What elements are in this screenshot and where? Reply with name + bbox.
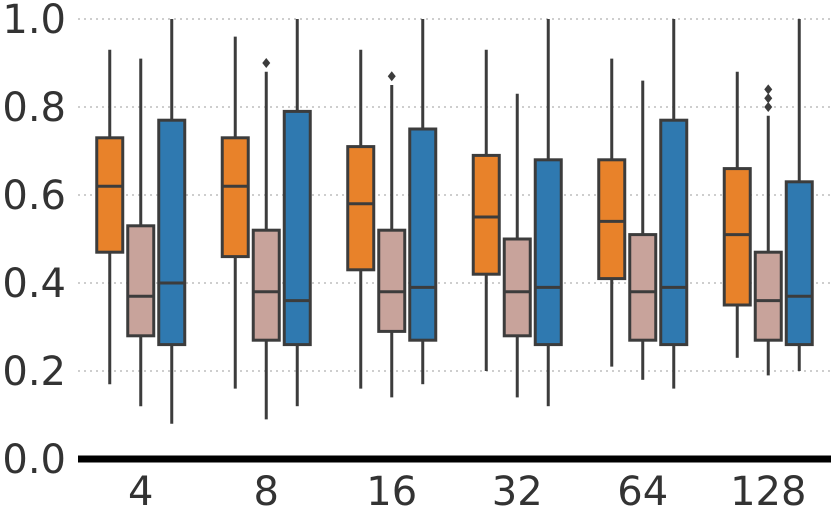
box [628,233,658,342]
box [346,145,376,272]
x-tick-label: 8 [254,469,279,513]
box-group [722,19,814,376]
y-tick-label: 0.4 [2,261,66,307]
box [157,118,187,347]
outlier-point [764,84,773,95]
y-tick-label: 0.8 [2,85,66,131]
box [220,136,250,259]
box-group [220,19,312,420]
y-tick-label: 0.6 [2,173,66,219]
outlier-point [764,102,773,112]
gridlines [78,18,831,372]
y-tick-label: 1.0 [2,0,66,43]
box [377,228,407,333]
x-tick-label: 128 [730,469,806,513]
box [533,158,563,347]
box-group [471,19,563,407]
box [408,127,438,342]
box [251,228,281,342]
box-group [95,19,187,424]
box [659,118,689,347]
box [597,158,627,281]
box [471,153,501,276]
box-groups [95,19,814,424]
y-tick-label: 0.2 [2,349,66,395]
box [502,237,532,338]
x-tick-label: 64 [617,469,668,513]
box-group [346,19,438,398]
box [784,180,814,347]
x-tick-labels: 4 8 16 32 64 128 [128,469,806,513]
x-tick-label: 32 [492,469,543,513]
box [722,167,752,307]
box [126,224,156,338]
y-tick-label: 0.0 [2,437,66,483]
outlier-point [262,58,271,68]
box [95,136,125,254]
x-tick-label: 4 [128,469,153,513]
box [282,109,312,347]
x-tick-label: 16 [366,469,417,513]
box-group [597,19,689,389]
outlier-point [764,93,773,104]
box [753,250,783,342]
outlier-point [387,71,396,82]
y-tick-labels: 0.0 0.2 0.4 0.6 0.8 1.0 [2,0,66,483]
